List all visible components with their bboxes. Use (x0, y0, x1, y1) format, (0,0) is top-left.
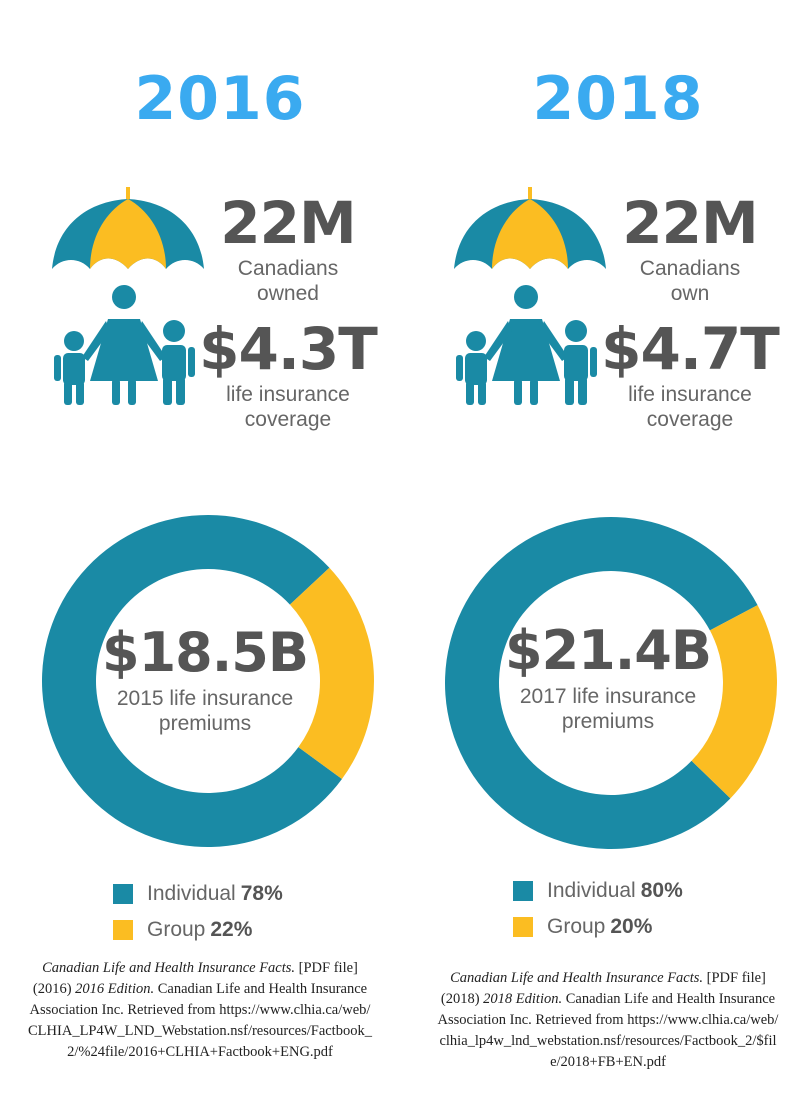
people-count: 22M (622, 189, 758, 257)
stats-block: 22M Canadians owned $4.3T life insurance… (188, 190, 388, 432)
legend-value: 78% (240, 882, 283, 905)
premiums-donut-chart (444, 517, 777, 849)
premiums-caption-line-1: 2015 life insurance (116, 687, 294, 710)
citation-post: Canadian Life and Health Insurance Assoc… (437, 991, 776, 1028)
premiums-amount: $18.5B (102, 621, 309, 684)
premiums-amount: $21.4B (505, 619, 712, 682)
legend-item-individual: Individual 78% (113, 876, 283, 912)
people-text-line-1: Canadians (639, 257, 741, 280)
people-text-line-1: Canadians (237, 257, 339, 280)
panel-2016: 2016 22M Canadians owned $4.3T life insu… (27, 64, 388, 1063)
donut-segment-individual (41, 515, 342, 847)
source-citation: Canadian Life and Health Insurance Facts… (27, 958, 373, 1063)
citation-pre: [PDF file] (2018) (440, 970, 766, 1007)
coverage-text-line-2: coverage (646, 408, 734, 431)
legend-value: 20% (610, 915, 653, 938)
people-count: 22M (220, 189, 356, 257)
donut-legend: Individual 78% Group 22% (113, 876, 283, 948)
legend-swatch-individual (513, 881, 533, 901)
premiums-donut-chart (41, 515, 374, 847)
citation-pre: [PDF file] (2016) (32, 960, 358, 997)
citation-edition: 2016 Edition. (75, 981, 155, 997)
coverage-text-line-1: life insurance (628, 383, 752, 406)
coverage-amount: $4.3T (199, 315, 378, 383)
family-umbrella-icon (52, 187, 204, 405)
coverage-text-line-1: life insurance (226, 383, 350, 406)
citation-url: https://www.clhia.ca/web/CLHIA_LP4W_LND_… (28, 1002, 372, 1060)
citation-url: https://www.clhia.ca/web/clhia_lp4w_lnd_… (439, 1012, 779, 1070)
panel-2018: 2018 22M Canadians own $4.7T life insura… (400, 0, 800, 1100)
legend-label: Individual (547, 879, 636, 902)
donut-legend: Individual 80% Group 20% (513, 873, 683, 945)
citation-edition: 2018 Edition. (483, 991, 563, 1007)
legend-value: 22% (210, 918, 253, 941)
umbrella-icon (454, 187, 606, 269)
people-text-line-2: own (670, 282, 710, 305)
coverage-amount: $4.7T (601, 315, 780, 383)
legend-value: 80% (640, 879, 683, 902)
family-icon (54, 285, 195, 405)
legend-item-group: Group 22% (113, 912, 283, 948)
donut-segment-group (289, 567, 374, 780)
legend-label: Group (147, 918, 206, 941)
legend-swatch-group (113, 920, 133, 940)
family-umbrella-icon (454, 187, 606, 405)
donut-segment-group (691, 605, 777, 799)
year-heading: 2016 (134, 64, 306, 134)
citation-title: Canadian Life and Health Insurance Facts… (450, 970, 704, 986)
umbrella-icon (52, 187, 204, 269)
citation-post: Canadian Life and Health Insurance Assoc… (29, 981, 368, 1018)
source-citation: Canadian Life and Health Insurance Facts… (435, 968, 781, 1073)
family-icon (456, 285, 597, 405)
donut-segment-individual (444, 517, 758, 849)
legend-item-group: Group 20% (513, 909, 683, 945)
legend-label: Group (547, 915, 606, 938)
year-heading: 2018 (532, 64, 704, 134)
legend-label: Individual (147, 882, 236, 905)
legend-item-individual: Individual 80% (513, 873, 683, 909)
legend-swatch-individual (113, 884, 133, 904)
coverage-text-line-2: coverage (244, 408, 332, 431)
premiums-caption-line-2: premiums (158, 712, 252, 735)
citation-title: Canadian Life and Health Insurance Facts… (42, 960, 296, 976)
donut-center-label: $18.5B 2015 life insurance premiums (75, 620, 335, 736)
premiums-caption-line-2: premiums (561, 710, 655, 733)
premiums-caption-line-1: 2017 life insurance (519, 685, 697, 708)
donut-center-label: $21.4B 2017 life insurance premiums (478, 618, 738, 734)
people-text-line-2: owned (257, 282, 319, 305)
legend-swatch-group (513, 917, 533, 937)
stats-block: 22M Canadians own $4.7T life insurance c… (590, 190, 790, 432)
